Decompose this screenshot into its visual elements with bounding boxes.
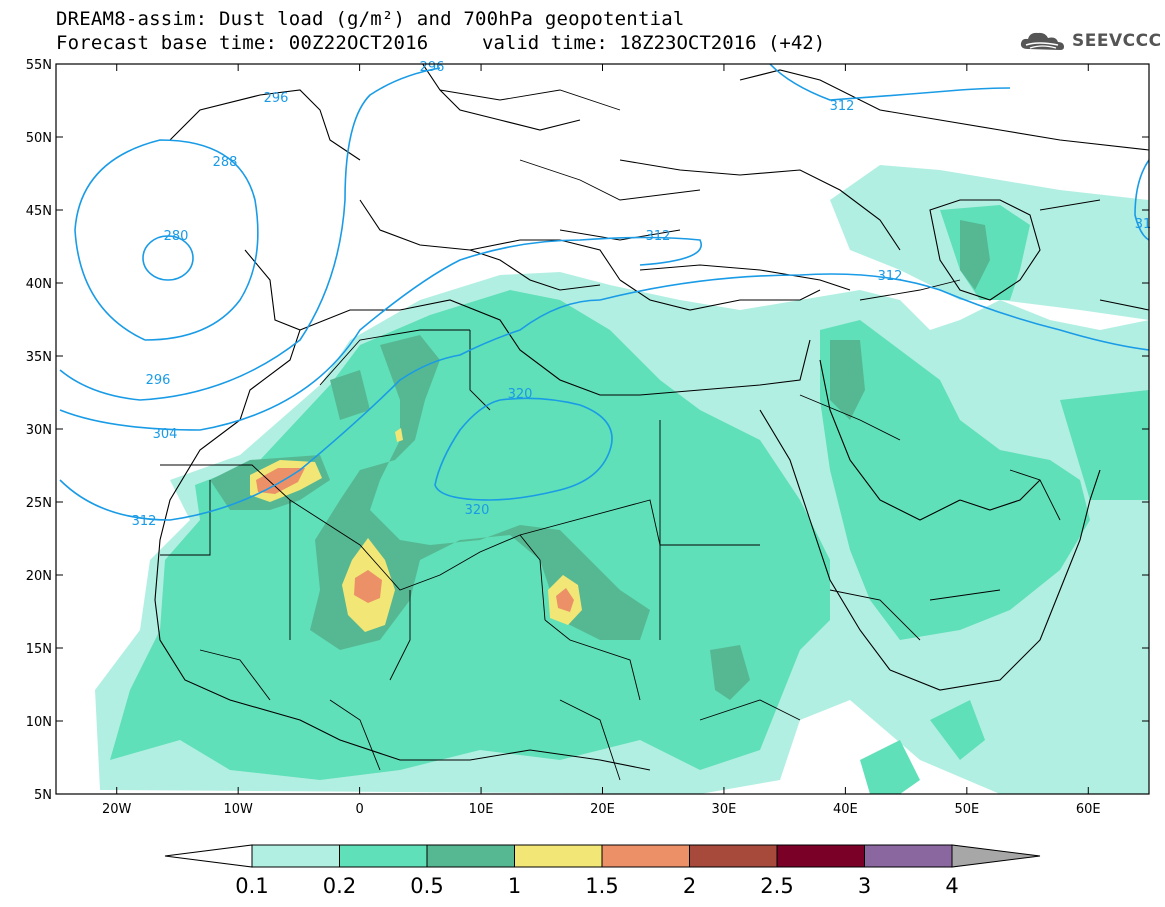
colorbar-segment: [601, 844, 690, 868]
colorbar-segment: [864, 844, 953, 868]
colorbar-label: 3: [858, 874, 871, 898]
contour-label: 296: [146, 373, 171, 388]
colorbar-segment: [251, 844, 340, 868]
lon-label: 10W: [223, 802, 253, 817]
lat-label: 45N: [26, 204, 52, 219]
cloud-logo-icon: [1020, 32, 1064, 50]
map-plot-area: [56, 64, 1149, 794]
colorbar-label: 0.5: [410, 874, 443, 898]
lon-label: 10E: [469, 802, 494, 817]
lon-label: 40E: [833, 802, 858, 817]
lat-label: 5N: [34, 788, 52, 803]
contour-label: 320: [508, 387, 533, 402]
coastlines: [154, 64, 1149, 771]
contour-labels: 296 296 288 280 296 304 312 312 312 312 …: [132, 60, 1152, 529]
colorbar-label: 4: [945, 874, 958, 898]
lon-label: 20W: [102, 802, 132, 817]
lat-label: 35N: [26, 350, 52, 365]
colorbar-under-triangle: [164, 844, 253, 868]
lat-label: 20N: [26, 569, 52, 584]
lat-label: 10N: [26, 715, 52, 730]
lon-label: 20E: [590, 802, 615, 817]
lat-label: 55N: [26, 58, 52, 73]
contour-label: 31: [1135, 217, 1152, 232]
lat-label: 40N: [26, 277, 52, 292]
colorbar-segment: [426, 844, 515, 868]
map-title: DREAM8-assim: Dust load (g/m²) and 700hP…: [56, 8, 685, 30]
valid-time: valid time: 18Z23OCT2016 (+42): [482, 32, 826, 54]
colorbar-over-triangle: [951, 844, 1041, 868]
colorbar-segment: [689, 844, 778, 868]
colorbar-label: 2.5: [760, 874, 793, 898]
geopotential-contours: [59, 64, 1149, 521]
colorbar-label: 2: [683, 874, 696, 898]
colorbar-segment: [339, 844, 428, 868]
contour-label: 312: [132, 514, 157, 529]
colorbar-segment: [514, 844, 603, 868]
lat-label: 30N: [26, 423, 52, 438]
lon-label: 30E: [712, 802, 737, 817]
forecast-base-time: Forecast base time: 00Z22OCT2016: [56, 32, 429, 54]
colorbar: 0.1 0.2 0.5 1 1.5 2 2.5 3 4: [164, 844, 1041, 898]
contour-label: 296: [420, 60, 445, 75]
contour-label: 320: [465, 503, 490, 518]
contour-label: 312: [646, 229, 671, 244]
longitude-axis: 20W 10W 0 10E 20E 30E 40E 50E 60E: [102, 64, 1101, 817]
lat-label: 15N: [26, 642, 52, 657]
colorbar-label: 1: [508, 874, 521, 898]
lon-label: 60E: [1076, 802, 1101, 817]
colorbar-label: 1.5: [585, 874, 618, 898]
contour-label: 280: [164, 229, 189, 244]
contour-label: 312: [830, 99, 855, 114]
country-borders: [160, 89, 1101, 781]
lat-label: 25N: [26, 496, 52, 511]
colorbar-label: 0.2: [323, 874, 356, 898]
logo-text: SEEVCCC: [1072, 31, 1162, 51]
colorbar-label: 0.1: [235, 874, 268, 898]
contour-label: 288: [213, 155, 238, 170]
contour-label: 304: [153, 427, 178, 442]
contour-label: 312: [878, 269, 903, 284]
contour-label: 296: [264, 91, 289, 106]
lon-label: 0: [355, 802, 363, 817]
lon-label: 50E: [954, 802, 979, 817]
latitude-axis: 55N 50N 45N 40N 35N 30N 25N 20N 15N 10N 5N: [26, 58, 1149, 803]
colorbar-segment: [776, 844, 865, 868]
seevccc-logo: SEEVCCC: [1018, 28, 1162, 54]
lat-label: 50N: [26, 131, 52, 146]
